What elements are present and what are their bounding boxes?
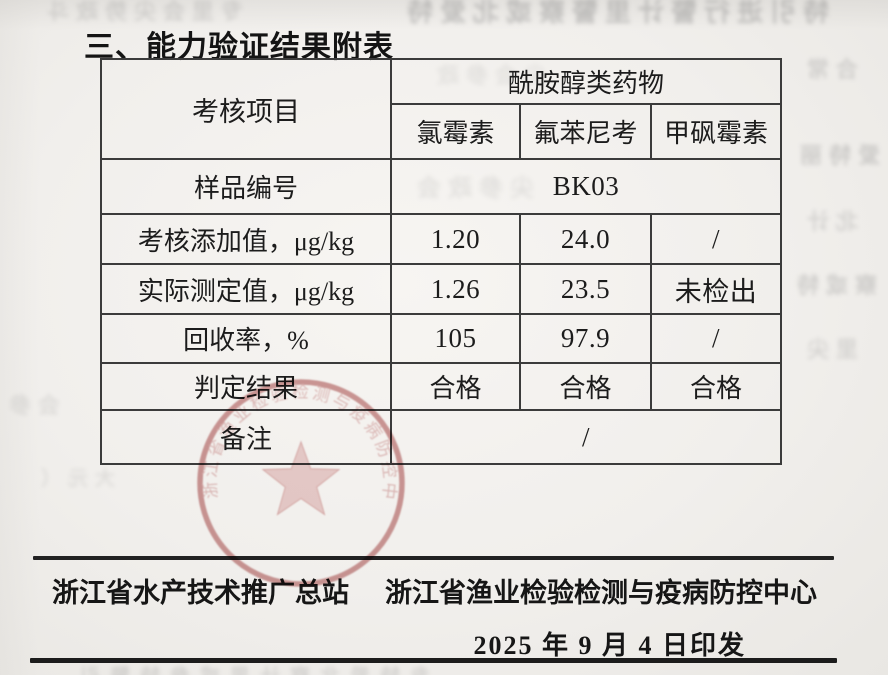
table-cell: 97.9 <box>521 315 652 364</box>
issuer-line: 浙江省水产技术推广总站 浙江省渔业检验检测与疫病防控中心 <box>52 571 817 610</box>
row-label-added-value: 考核添加值，μg/kg <box>102 215 392 265</box>
table-cell: 1.20 <box>392 215 521 265</box>
table-corner-header: 考核项目 <box>102 60 392 160</box>
bleed-text: 察或特 <box>790 273 878 298</box>
sample-id-value: BK03 <box>392 160 780 215</box>
table-cell: 1.26 <box>392 265 521 315</box>
table-cell: 合格 <box>521 364 652 411</box>
remarks-value: / <box>581 421 590 452</box>
table-cell: / <box>652 215 780 265</box>
bleed-text: 会参 <box>2 393 61 418</box>
row-label-measured-value: 实际测定值，μg/kg <box>102 265 392 315</box>
table-cell: 105 <box>392 315 521 364</box>
table-cell: 合格 <box>392 364 521 411</box>
table-cell: 合格 <box>652 364 780 411</box>
bleed-text: 特引进行警计里警察或北爱特 <box>400 0 830 27</box>
footer-top-rule <box>33 556 834 560</box>
table-cell: 24.0 <box>521 215 652 265</box>
bleed-text: 里尖 <box>800 337 859 362</box>
row-label-recovery-rate: 回收率，% <box>102 315 392 364</box>
table-group-header: 酰胺醇类药物 <box>392 60 780 105</box>
row-label-remarks: 备注 <box>102 411 392 463</box>
row-label-sample-id: 样品编号 <box>102 160 392 215</box>
table-cell: / <box>652 315 780 364</box>
issuer-left: 浙江省水产技术推广总站 <box>52 578 349 608</box>
column-header-chloramphenicol: 氯霉素 <box>392 105 521 160</box>
column-header-thiamphenicol: 甲砜霉素 <box>652 105 780 160</box>
table-cell: 未检出 <box>652 265 780 315</box>
footer-bottom-rule <box>30 658 837 663</box>
issuer-right: 浙江省渔业检验检测与疫病防控中心 <box>385 578 817 608</box>
table-cell: 23.5 <box>521 265 652 315</box>
bleed-text: 爱特丽 <box>793 143 881 168</box>
bleed-text: 北计 <box>800 209 859 234</box>
results-table: 考核项目 酰胺醇类药物 氯霉素 氟苯尼考 甲砜霉素 样品编号 BK03 考核添加… <box>100 58 782 465</box>
bleed-text: 合常 <box>800 57 859 82</box>
bleed-text: 大元（ <box>34 468 115 490</box>
column-header-florfenicol: 氟苯尼考 <box>521 105 652 160</box>
row-label-judgement: 判定结果 <box>102 364 392 411</box>
print-date: 2025 年 9 月 4 日印发 <box>473 631 746 660</box>
